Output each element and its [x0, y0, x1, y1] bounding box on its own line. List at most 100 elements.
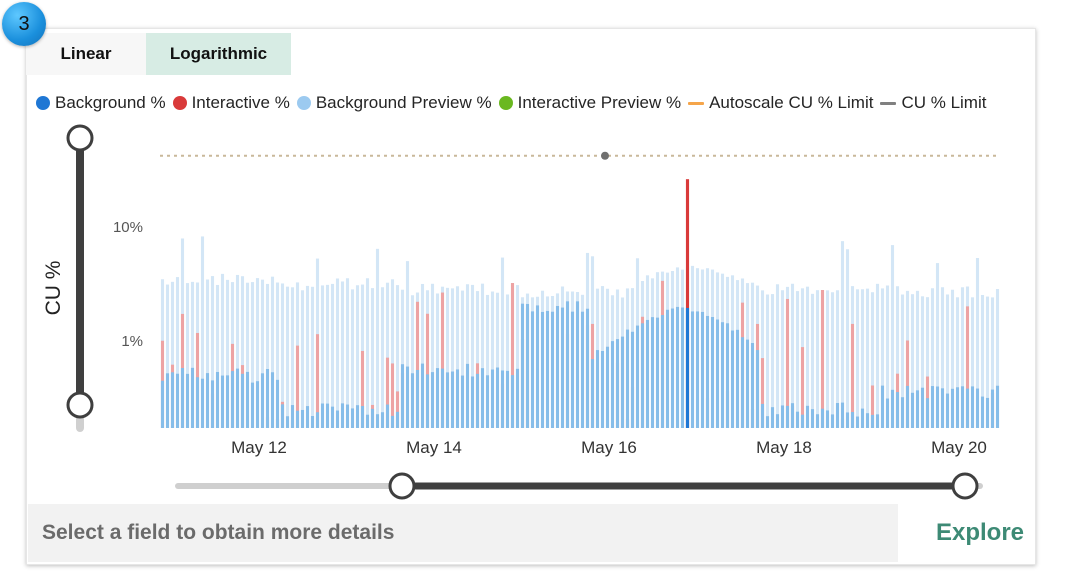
background-bar — [895, 392, 900, 428]
y-tick-label: 10% — [113, 219, 143, 236]
background-bar — [565, 301, 570, 428]
background-preview-bar — [325, 284, 330, 428]
background-bar — [595, 350, 600, 428]
background-bar — [870, 414, 875, 428]
background-preview-bar — [500, 257, 505, 428]
background-bar — [890, 389, 895, 428]
background-bar — [190, 367, 195, 428]
background-bar — [830, 414, 835, 428]
background-bar — [185, 373, 190, 428]
interactive-bar — [510, 283, 515, 428]
background-bar — [585, 308, 590, 428]
background-bar — [265, 369, 270, 428]
x-slider-handle-left[interactable] — [388, 472, 416, 500]
interactive-bar — [800, 347, 805, 428]
background-bar — [465, 363, 470, 428]
background-preview-bar — [385, 282, 390, 428]
background-bar — [335, 410, 340, 428]
interactive-bar — [760, 358, 765, 428]
background-peak-bar — [685, 307, 690, 428]
background-preview-bar — [515, 285, 520, 428]
chart-legend: Background % Interactive % Background Pr… — [36, 93, 993, 113]
legend-item-background[interactable]: Background % — [36, 93, 166, 113]
background-preview-bar — [435, 293, 440, 428]
background-bar — [570, 311, 575, 428]
background-preview-bar — [765, 294, 770, 428]
background-bar — [230, 371, 235, 428]
interactive-bar — [870, 385, 875, 428]
background-bar — [380, 412, 385, 428]
background-bar — [740, 337, 745, 428]
background-preview-bar — [940, 287, 945, 428]
background-bar — [575, 301, 580, 428]
background-bar — [325, 403, 330, 428]
background-preview-bar — [960, 287, 965, 428]
background-bar — [300, 409, 305, 428]
background-preview-bar — [835, 290, 840, 428]
legend-item-autoscale-limit[interactable]: Autoscale CU % Limit — [688, 93, 873, 113]
background-preview-bar — [935, 263, 940, 428]
legend-swatch — [880, 101, 897, 105]
y-slider-handle-bottom[interactable] — [66, 391, 94, 419]
background-bar — [275, 379, 280, 428]
background-bar — [485, 375, 490, 428]
background-preview-bar — [280, 283, 285, 428]
background-bar — [625, 329, 630, 428]
background-bar — [415, 369, 420, 428]
legend-item-interactive-preview[interactable]: Interactive Preview % — [498, 93, 681, 113]
background-preview-bar — [175, 277, 180, 428]
background-preview-bar — [335, 278, 340, 428]
background-preview-bar — [910, 294, 915, 428]
background-bar — [160, 380, 165, 428]
interactive-bar — [850, 323, 855, 428]
background-bar — [425, 374, 430, 428]
background-bar — [560, 307, 565, 428]
background-bar — [925, 398, 930, 428]
background-bar — [215, 371, 220, 428]
background-preview-bar — [365, 278, 370, 428]
background-preview-bar — [805, 286, 810, 428]
details-bar: Select a field to obtain more details — [28, 504, 898, 562]
background-bar — [395, 411, 400, 428]
background-bar — [985, 397, 990, 428]
background-bar — [540, 311, 545, 428]
interactive-bar — [425, 313, 430, 428]
background-bar — [355, 405, 360, 428]
background-bar — [915, 390, 920, 428]
legend-item-interactive[interactable]: Interactive % — [172, 93, 290, 113]
background-bar — [505, 370, 510, 428]
background-bar — [775, 414, 780, 428]
step-badge: 3 — [2, 2, 46, 46]
background-bar — [165, 373, 170, 428]
background-bar — [705, 315, 710, 428]
legend-swatch — [498, 96, 513, 110]
background-bar — [645, 319, 650, 428]
background-bar — [365, 414, 370, 428]
background-bar — [615, 339, 620, 428]
background-bar — [875, 414, 880, 428]
background-bar — [435, 368, 440, 428]
tab-logarithmic[interactable]: Logarithmic — [146, 33, 291, 75]
tab-linear[interactable]: Linear — [26, 33, 146, 75]
background-bar — [430, 372, 435, 428]
legend-item-cu-limit[interactable]: CU % Limit — [880, 93, 986, 113]
background-preview-bar — [205, 279, 210, 428]
y-slider-handle-top[interactable] — [66, 124, 94, 152]
background-bar — [735, 329, 740, 428]
background-bar — [940, 388, 945, 428]
background-bar — [450, 371, 455, 428]
background-bar — [815, 414, 820, 428]
legend-swatch — [36, 96, 50, 110]
background-preview-bar — [490, 291, 495, 428]
background-bar — [805, 405, 810, 428]
background-bar — [795, 411, 800, 428]
explore-button[interactable]: Explore — [936, 519, 1025, 546]
x-slider-handle-right[interactable] — [951, 472, 979, 500]
background-bar — [195, 377, 200, 428]
background-bar — [405, 366, 410, 428]
background-bar — [445, 372, 450, 428]
legend-label: Interactive % — [191, 93, 290, 112]
legend-item-background-preview[interactable]: Background Preview % — [296, 93, 492, 113]
background-bar — [240, 373, 245, 428]
background-bar — [475, 373, 480, 428]
